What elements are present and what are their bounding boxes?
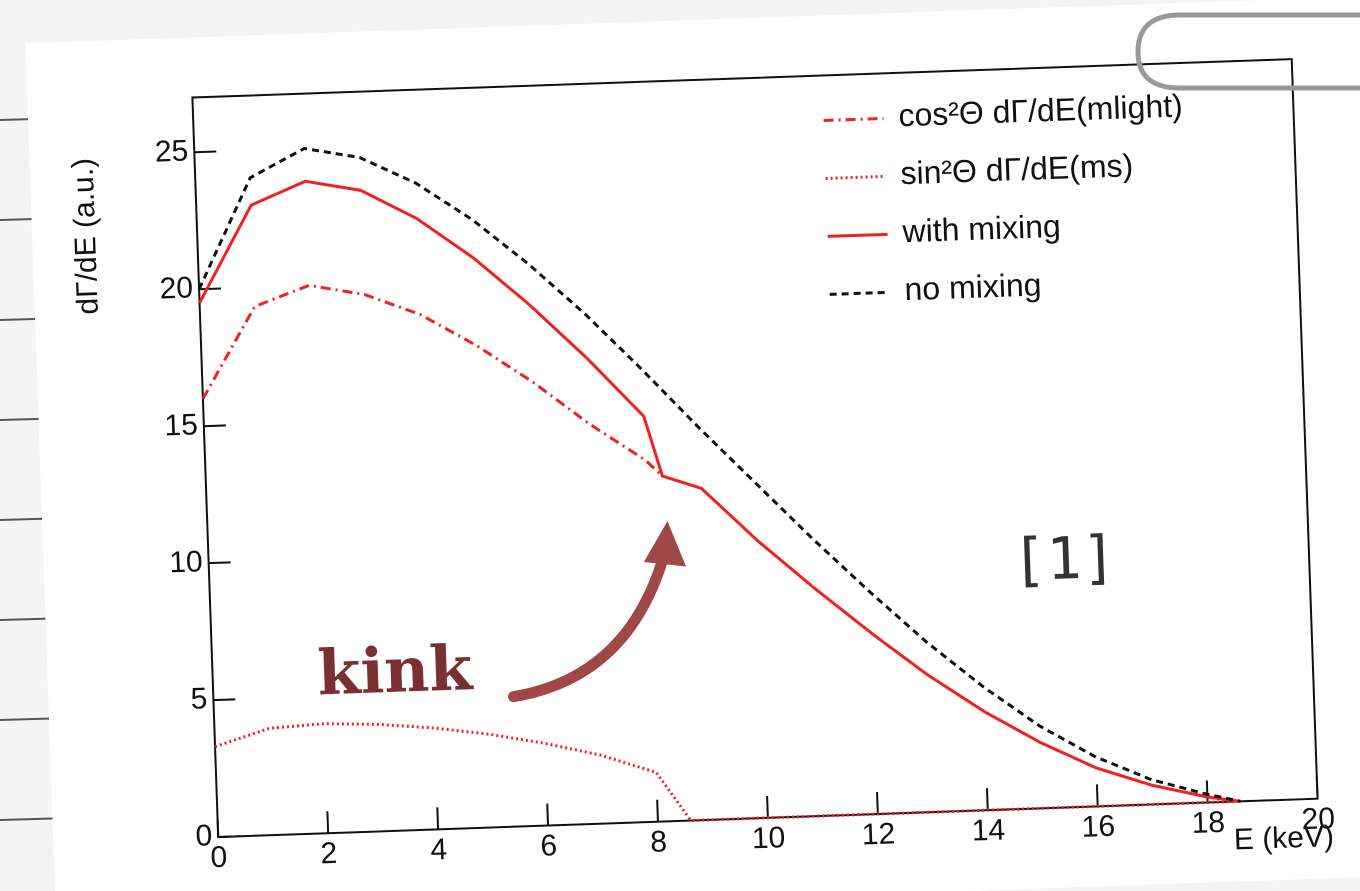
- page: {"chart_data": {"type": "line", "y_label…: [0, 0, 1360, 891]
- x-tick-label: 8: [650, 825, 668, 859]
- chart: 051015202502468101214161820cos²Θ dΓ/dE(m…: [0, 0, 1360, 891]
- y-tick: [213, 699, 235, 700]
- x-tick: [987, 788, 988, 810]
- x-tick-label: 18: [1191, 806, 1226, 840]
- legend-swatch: [824, 118, 884, 120]
- y-tick: [209, 562, 231, 563]
- x-tick-label: 2: [320, 837, 338, 871]
- x-tick-label: 16: [1081, 810, 1116, 844]
- x-tick: [1097, 784, 1098, 806]
- y-tick-label: 5: [190, 682, 208, 716]
- paper-sheet: [25, 0, 1360, 891]
- x-tick-label: 6: [540, 829, 558, 863]
- y-tick: [199, 288, 221, 289]
- x-tick: [767, 796, 768, 818]
- x-tick: [327, 811, 328, 833]
- x-tick-label: 14: [971, 814, 1006, 848]
- x-axis-label: E (keV): [1233, 820, 1334, 856]
- y-tick: [218, 836, 240, 837]
- y-tick: [204, 425, 226, 426]
- x-tick: [1207, 781, 1208, 803]
- y-tick-label: 25: [154, 134, 189, 168]
- legend-swatch: [828, 234, 888, 236]
- x-tick-label: 0: [210, 841, 228, 875]
- x-tick: [547, 804, 548, 826]
- y-axis-label: dΓ/dE (a.u.): [66, 157, 104, 315]
- legend-label: with mixing: [901, 208, 1061, 250]
- x-tick: [437, 807, 438, 829]
- y-tick: [194, 152, 216, 153]
- y-tick-label: 15: [164, 408, 199, 442]
- x-tick: [217, 815, 218, 837]
- x-tick-label: 12: [861, 817, 896, 851]
- x-tick-label: 4: [430, 833, 448, 867]
- x-tick-label: 10: [751, 821, 786, 855]
- x-tick: [1317, 777, 1318, 799]
- y-tick-label: 20: [159, 271, 194, 305]
- x-tick: [657, 800, 658, 822]
- x-tick: [877, 792, 878, 814]
- legend-label: no mixing: [904, 266, 1042, 307]
- citation: [1]: [1010, 523, 1117, 595]
- kink-label: kink: [316, 631, 475, 709]
- y-tick-label: 10: [169, 545, 204, 579]
